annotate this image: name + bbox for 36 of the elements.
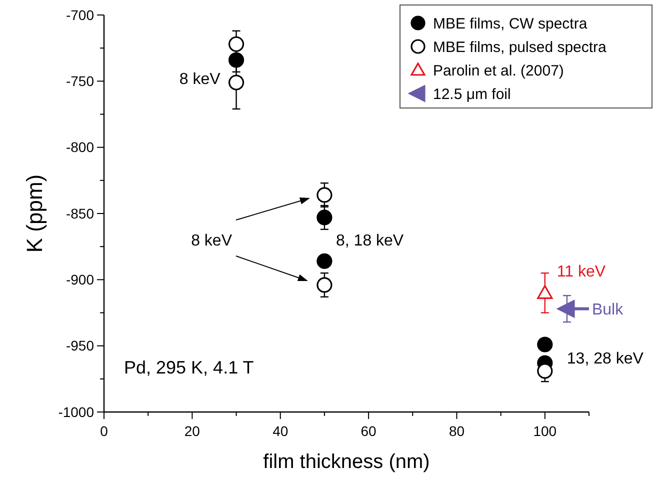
annotation: 11 keV	[556, 264, 606, 280]
point	[316, 277, 332, 293]
legend-label: MBE films, pulsed spectra	[433, 38, 608, 56]
x-tick-label: 80	[448, 423, 465, 439]
x-tick-label: 100	[533, 423, 557, 439]
x-tick-label: 60	[360, 423, 377, 439]
annotation: Bulk	[592, 301, 624, 318]
point	[228, 36, 244, 52]
annotation: 13, 28 keV	[566, 350, 644, 368]
y-axis-title: K (ppm)	[22, 174, 47, 253]
annotation: Pd, 295 K, 4.1 T	[124, 357, 254, 378]
x-tick-label: 40	[272, 423, 288, 439]
legend-label: Parolin et al. (2007)	[433, 62, 564, 80]
point	[316, 187, 332, 203]
x-tick-label: 20	[184, 423, 200, 439]
x-tick-label: 0	[100, 423, 108, 439]
legend-label: MBE films, CW spectra	[433, 15, 588, 32]
y-tick-label: -700	[66, 6, 94, 23]
y-tick-label: -900	[66, 272, 94, 288]
point	[537, 363, 553, 379]
point	[228, 74, 244, 90]
point	[537, 336, 553, 352]
y-tick-label: -750	[66, 73, 94, 90]
y-tick-label: -850	[66, 205, 94, 222]
annotation: 8, 18 keV	[336, 232, 404, 250]
y-tick-label: -800	[66, 139, 94, 156]
point	[537, 285, 553, 299]
annotation: 8 keV	[191, 232, 232, 250]
legend-label: 12.5 μm foil	[433, 86, 511, 103]
point	[557, 300, 575, 318]
point	[316, 210, 332, 226]
y-tick-label: -950	[66, 338, 94, 354]
point	[316, 253, 332, 269]
x-axis-title: film thickness (nm)	[263, 451, 430, 473]
y-tick-label: -1000	[58, 404, 94, 420]
annotation: 8 keV	[179, 71, 221, 88]
